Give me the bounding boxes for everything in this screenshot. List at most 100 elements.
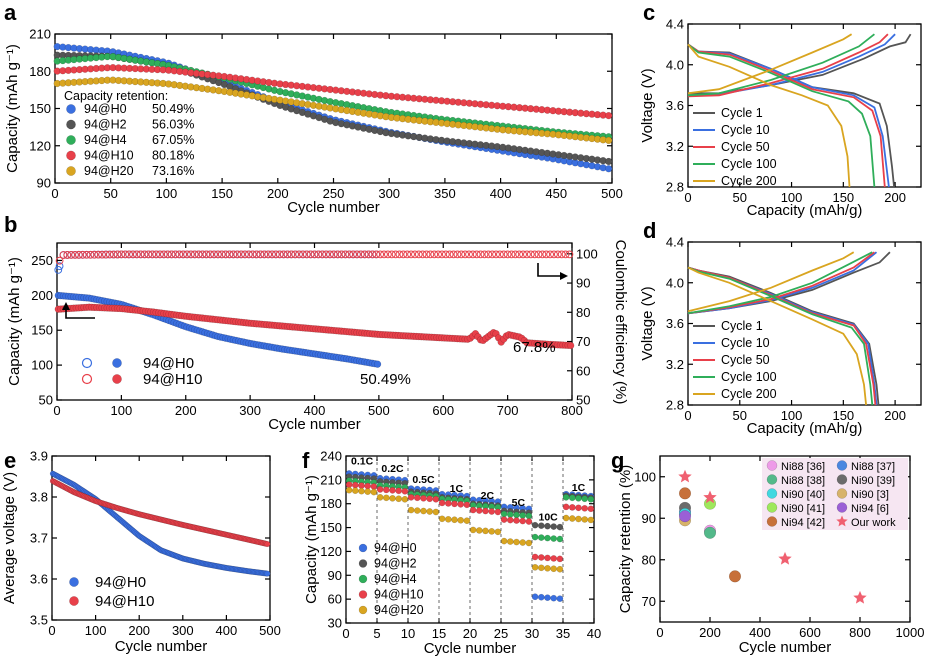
x-tick-label: 700 [497, 403, 519, 418]
data-point-H20 [513, 538, 520, 546]
data-point-H20 [444, 515, 452, 523]
data-point-H2 [550, 523, 558, 530]
y-tick-label: 100 [31, 358, 53, 373]
efficiency-point-H10 [411, 250, 419, 259]
efficiency-point-H10 [422, 250, 431, 259]
efficiency-point-H10 [383, 250, 392, 259]
y2-tick-label: 80 [576, 305, 590, 320]
data-point-H20 [389, 494, 396, 502]
data-point-H10 [575, 504, 582, 512]
legend-retention: 67.05% [152, 133, 194, 147]
efficiency-point-H10 [395, 250, 404, 259]
y-tick-label: 3.7 [30, 531, 48, 546]
y-tick-label: 200 [31, 288, 53, 303]
efficiency-point-H10 [403, 250, 412, 259]
y-tick-label: 4.0 [666, 275, 684, 290]
efficiency-point-H10 [387, 250, 396, 259]
y-tick-label: 3.5 [30, 613, 48, 628]
y-tick-label: 3.2 [666, 139, 684, 154]
discharge-curve-H10 [687, 43, 886, 188]
efficiency-point-H10 [453, 250, 462, 259]
data-point-H4 [544, 534, 551, 542]
legend-marker [358, 605, 368, 615]
panel-label: f [302, 448, 310, 473]
legend-label: 94@H10 [95, 593, 154, 610]
data-point-H0 [531, 593, 539, 601]
y-tick-label: 30 [328, 616, 342, 631]
x-axis-label: Cycle number [268, 416, 361, 433]
data-point-H20 [587, 516, 595, 524]
x-tick-label: 450 [545, 186, 567, 201]
data-point-H10 [568, 504, 576, 511]
plot-frame [659, 455, 911, 623]
efficiency-point-H10 [248, 250, 257, 259]
legend-label: 94@H0 [374, 541, 417, 555]
efficiency-point-H10 [183, 250, 191, 259]
x-tick-label: 200 [128, 623, 150, 638]
efficiency-point-H10 [113, 250, 122, 259]
data-point-H20 [550, 565, 558, 573]
efficiency-point-H10 [445, 250, 454, 259]
rate-label: 2C [481, 490, 495, 502]
efficiency-point-H10 [109, 250, 118, 259]
data-point-H10 [444, 500, 452, 507]
capacity-point-H10 [567, 341, 575, 350]
efficiency-point-H10 [55, 256, 64, 265]
data-point-H20 [364, 488, 372, 495]
panel-label: a [4, 0, 17, 25]
data-point-H2 [605, 157, 613, 166]
data-point-H10 [345, 481, 353, 488]
efficiency-point-H10 [515, 250, 524, 259]
data-point-H10 [370, 483, 378, 490]
data-point-H20 [432, 508, 440, 516]
efficiency-point-H10 [356, 250, 365, 259]
x-tick-label: 30 [525, 626, 539, 641]
x-tick-label: 200 [699, 625, 721, 640]
data-point-H10 [605, 112, 613, 120]
rate-label: 1C [450, 483, 464, 495]
y-tick-label: 90 [642, 511, 656, 526]
data-point [703, 526, 717, 539]
efficiency-point-H10 [90, 250, 99, 259]
efficiency-point-H10 [426, 250, 435, 259]
x-tick-label: 400 [490, 186, 512, 201]
y-axis-label: Voltage (V) [639, 286, 656, 360]
legend-retention: 56.03% [152, 118, 194, 132]
data-point-H20 [605, 136, 613, 145]
data-point-H10 [364, 482, 372, 490]
efficiency-point-H10 [368, 250, 377, 259]
efficiency-point-H10 [380, 250, 388, 259]
legend-marker [66, 135, 76, 145]
legend-retention: 80.18% [152, 149, 194, 163]
y-tick-label: 3.6 [666, 316, 684, 331]
efficiency-point-H10 [530, 250, 539, 259]
data-point-H4 [525, 512, 533, 520]
y-tick-label: 4.4 [666, 17, 684, 32]
efficiency-point-H10 [78, 250, 87, 259]
efficiency-point-H10 [229, 250, 238, 259]
data-point [728, 570, 742, 583]
y-tick-label: 90 [37, 176, 51, 191]
x-axis-label: Cycle number [424, 640, 517, 657]
data-point-H20 [475, 527, 483, 534]
data-point-H10 [376, 486, 384, 493]
x-tick-label: 0 [48, 623, 55, 638]
data-point-H10 [519, 517, 527, 525]
x-tick-label: 100 [156, 186, 178, 201]
data-point-H10 [562, 503, 570, 511]
efficiency-point-H10 [492, 250, 500, 259]
data-point-H4 [531, 533, 539, 541]
panel-d: d 0 50 100 150 200 2.8 3.2 3.6 4.0 4.4 Capacity (mA… [639, 218, 922, 437]
left-axis-arrowhead [62, 302, 70, 310]
y2-tick-label: 60 [576, 363, 590, 378]
data-point-H20 [457, 516, 465, 524]
y-tick-label: 120 [320, 544, 342, 559]
data-point-H0 [605, 165, 613, 173]
efficiency-point-H10 [136, 250, 145, 259]
data-point-H10 [407, 494, 415, 501]
efficiency-point-H10 [472, 250, 481, 259]
data-point-H10 [587, 505, 595, 513]
efficiency-point-H10 [94, 250, 103, 259]
data-point-H20 [407, 506, 415, 514]
